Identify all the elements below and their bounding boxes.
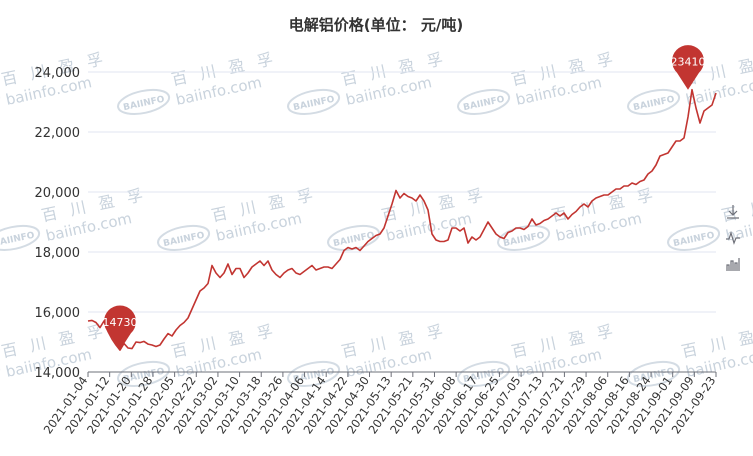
- watermark-logo-ring: [0, 224, 41, 251]
- watermark-logo: BAIINFO: [0, 224, 41, 251]
- watermark-logo-ring: [627, 88, 681, 115]
- line-chart-icon[interactable]: [725, 230, 741, 246]
- watermark-logo: BAIINFO: [287, 88, 341, 115]
- watermark-logo: BAIINFO: [627, 88, 681, 115]
- y-tick-label: 24,000: [35, 66, 81, 81]
- toolbox[interactable]: [725, 204, 741, 272]
- marker-label: 23410: [671, 56, 706, 69]
- marker-pin: 14730: [103, 305, 138, 351]
- series-layer: [87, 88, 717, 351]
- watermark-logo-ring: [117, 88, 171, 115]
- marker-pin-shape: [672, 45, 704, 90]
- x-axis: 2021-01-042021-01-122021-01-202021-01-28…: [41, 371, 718, 436]
- watermark-logo: BAIINFO: [0, 88, 1, 115]
- watermark-logo: BAIINFO: [0, 360, 1, 387]
- watermark-logo-text: BAIINFO: [462, 95, 505, 114]
- watermark-logo-ring: [157, 224, 211, 251]
- watermark-logo-ring: [627, 360, 681, 387]
- watermark-logo: BAIINFO: [457, 88, 511, 115]
- y-tick-label: 14,000: [35, 366, 81, 381]
- watermark-logo-text: BAIINFO: [162, 231, 205, 250]
- watermark-logo: BAIINFO: [667, 224, 721, 251]
- watermark-logo-ring: [457, 88, 511, 115]
- watermark-logo-text: BAIINFO: [632, 95, 675, 114]
- watermark-logo-ring: [667, 224, 721, 251]
- watermark-logo-ring: [497, 224, 551, 251]
- y-tick-label: 22,000: [35, 126, 81, 141]
- watermark-logo-ring: [0, 360, 1, 387]
- download-icon[interactable]: [725, 204, 741, 220]
- y-axis: 14,000 16,000 18,000 20,000 22,000 24,000: [35, 66, 81, 381]
- y-tick-label: 16,000: [35, 306, 81, 321]
- bar-chart-icon[interactable]: [725, 256, 741, 272]
- chart-title: 电解铝价格(单位： 元/吨): [289, 16, 463, 34]
- marker-layer: 14730 23410: [103, 45, 706, 351]
- y-tick-label: 20,000: [35, 186, 81, 201]
- watermark-logo-text: BAIINFO: [292, 95, 335, 114]
- marker-pin-shape: [104, 305, 136, 351]
- marker-label: 14730: [103, 316, 138, 329]
- series-line: [87, 88, 717, 351]
- watermark-logo-text: BAIINFO: [122, 95, 165, 114]
- watermark-logo: BAIINFO: [157, 224, 211, 251]
- watermark-logo: BAIINFO: [117, 88, 171, 115]
- watermark-logo-ring: [287, 360, 341, 387]
- watermark-logo-text: BAIINFO: [0, 231, 36, 250]
- watermark-logo-text: BAIINFO: [672, 231, 715, 250]
- y-tick-label: 18,000: [35, 246, 81, 261]
- watermark-logo-text: BAIINFO: [502, 231, 545, 250]
- watermark-logo-ring: [117, 360, 171, 387]
- watermark-logo-ring: [287, 88, 341, 115]
- watermark-logo-ring: [457, 360, 511, 387]
- watermark-logo-ring: [0, 88, 1, 115]
- marker-pin: 23410: [671, 45, 706, 90]
- watermark-logo-ring: [327, 224, 381, 251]
